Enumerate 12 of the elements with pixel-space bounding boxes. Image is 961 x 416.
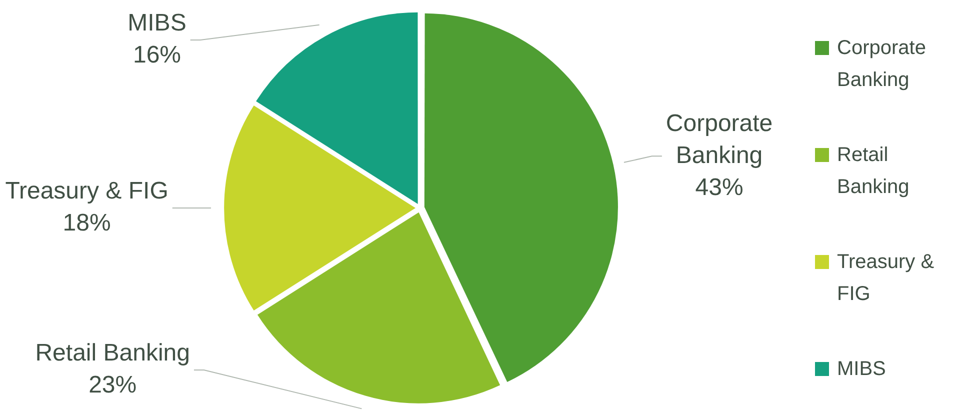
slice-label: Treasury & FIG <box>5 178 168 205</box>
slice-label: MIBS <box>128 10 186 37</box>
legend-label: MIBS <box>837 356 886 382</box>
slice-label: Corporate Banking <box>666 110 773 169</box>
legend-label: Retail Banking <box>837 142 910 200</box>
data-label: 18% <box>62 210 111 237</box>
legend-label: Corporate Banking <box>837 36 927 92</box>
data-label: 16% <box>132 42 182 69</box>
data-label: 23% <box>88 372 137 399</box>
legend-label: Treasury & FIG <box>837 250 936 306</box>
slice-label: Retail Banking <box>35 340 190 367</box>
data-label: 43% <box>695 174 744 201</box>
